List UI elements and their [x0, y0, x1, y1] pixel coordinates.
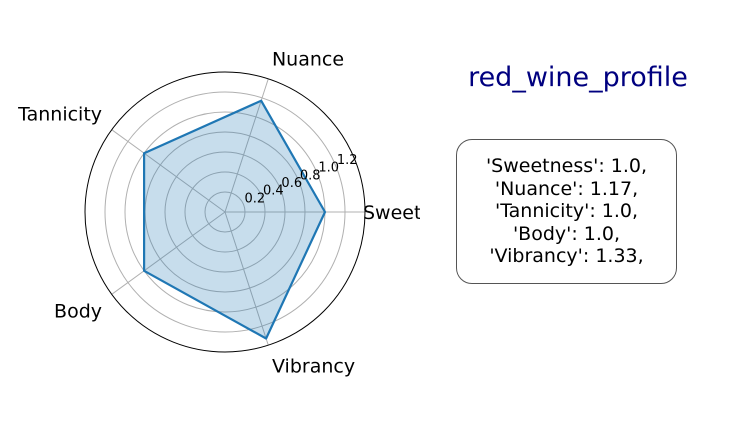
- radial-tick-labels: 0.20.40.60.81.01.2: [244, 153, 357, 206]
- axis-label-vibrancy: Vibrancy: [272, 356, 355, 378]
- summary-box: 'Sweetness': 1.0, 'Nuance': 1.17, 'Tanni…: [456, 139, 677, 284]
- tick-label: 0.2: [244, 191, 265, 206]
- summary-line-vibrancy: 'Vibrancy': 1.33,: [489, 245, 644, 268]
- radar-series: [143, 99, 327, 340]
- radar-chart: 0.20.40.60.81.01.2 Sweetness Nuance Tannic…: [17, 48, 420, 377]
- radar-grid: [84, 71, 366, 353]
- axis-label-nuance: Nuance: [272, 48, 344, 70]
- summary-line-sweetness: 'Sweetness': 1.0,: [485, 155, 648, 178]
- axis-label-tannicity: Tannicity: [17, 104, 102, 126]
- tick-label: 0.4: [263, 184, 284, 199]
- axis-label-body: Body: [54, 300, 102, 322]
- tick-label: 0.6: [281, 176, 302, 191]
- summary-line-tannicity: 'Tannicity': 1.0,: [494, 200, 639, 223]
- axis-labels: Sweetness Nuance Tannicity Body Vibrancy: [17, 48, 420, 377]
- spoke-tannicity: [111, 129, 226, 213]
- series-area: [144, 100, 325, 339]
- summary-line-nuance: 'Nuance': 1.17,: [494, 177, 639, 200]
- tick-label: 0.8: [300, 168, 321, 183]
- tick-label: 1.0: [318, 161, 339, 176]
- outer-frame: [84, 71, 366, 353]
- chart-title: red_wine_profile: [468, 62, 688, 93]
- series-line: [143, 99, 327, 340]
- summary-line-body: 'Body': 1.0,: [512, 222, 621, 245]
- tick-label: 1.2: [337, 153, 358, 168]
- spoke-body: [111, 211, 226, 295]
- spoke-vibrancy: [224, 211, 269, 346]
- axis-label-sweetness: Sweetness: [363, 202, 420, 224]
